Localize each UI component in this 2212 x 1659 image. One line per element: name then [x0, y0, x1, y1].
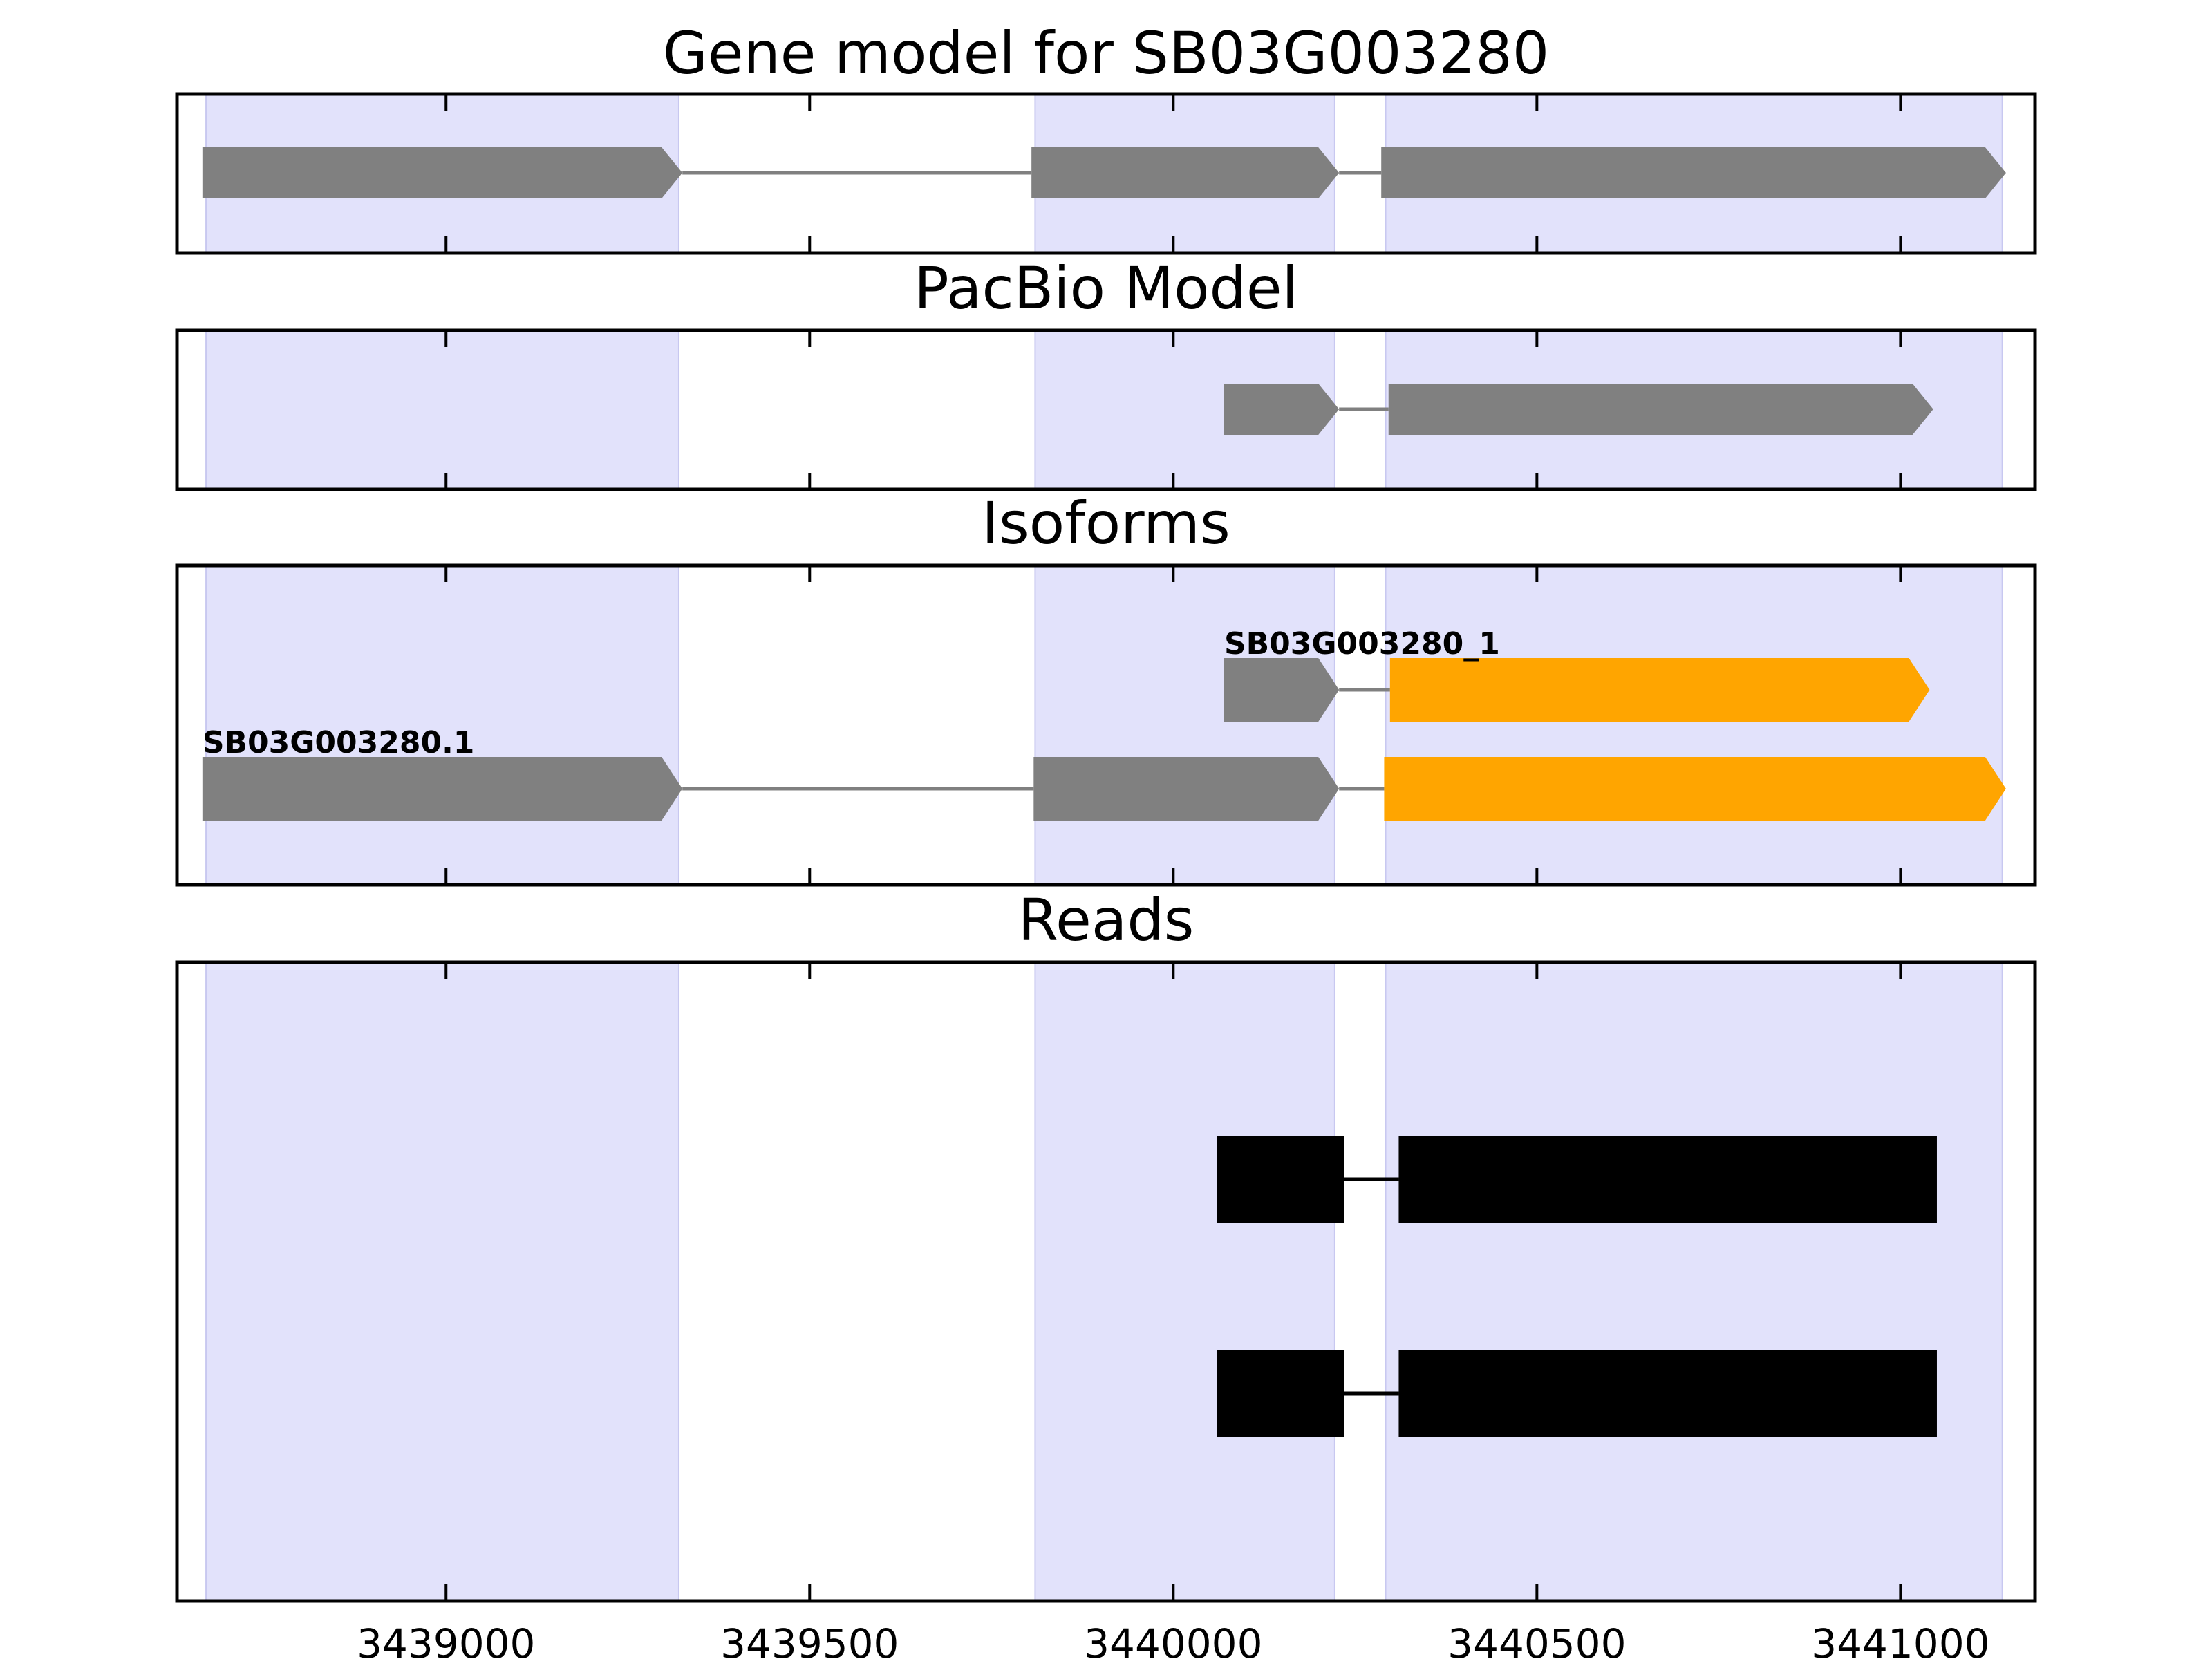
- isoform-label-2: SB03G003280.1: [203, 725, 475, 760]
- isoforms-panel: SB03G003280_1 SB03G003280.1: [175, 563, 2037, 887]
- isoform-1-exon-2: [1389, 658, 1930, 722]
- isoform-2-exon-2: [1033, 757, 1340, 821]
- model-1-exon-2: [1031, 147, 1340, 198]
- pacbio-model-panel: [175, 328, 2037, 491]
- gene-model-panel: [175, 92, 2037, 255]
- exon-band-1: [205, 565, 679, 885]
- panel-title-isoforms: Isoforms: [982, 489, 1230, 557]
- read-2-exon-1: [1217, 1350, 1344, 1437]
- x-tick-label-3439500: 3439500: [720, 1620, 899, 1659]
- reads-panel: [175, 960, 2037, 1603]
- exon-band-2: [1034, 565, 1335, 885]
- x-tick-label-3441000: 3441000: [1811, 1620, 1989, 1659]
- isoform-1-exon-1: [1224, 658, 1340, 722]
- x-tick-label-3439000: 3439000: [357, 1620, 535, 1659]
- panel-title-pacbio-model: PacBio Model: [914, 254, 1298, 322]
- x-axis-tick-labels: 3439000 3439500 3440000 3440500 3441000: [357, 1620, 1989, 1659]
- panel-frame: [175, 92, 2037, 255]
- model-1-exon-3: [1381, 147, 2006, 198]
- model-1-exon-1: [202, 147, 683, 198]
- read-2-exon-2: [1398, 1350, 1937, 1437]
- exon-band-2: [1034, 962, 1335, 1602]
- read-1-exon-2: [1398, 1136, 1937, 1223]
- exon-band-3: [1385, 962, 2003, 1602]
- panel-frame: [175, 328, 2037, 491]
- x-tick-label-3440000: 3440000: [1084, 1620, 1262, 1659]
- exon-band-1: [205, 962, 679, 1602]
- panel-frame: [175, 563, 2037, 887]
- model-1-exon-1: [1224, 384, 1340, 435]
- isoform-2-exon-1: [202, 757, 683, 821]
- x-tick-label-3440500: 3440500: [1447, 1620, 1626, 1659]
- panel-frame: [175, 960, 2037, 1603]
- isoform-2-exon-3: [1384, 757, 2006, 821]
- panel-title-reads: Reads: [1018, 886, 1194, 954]
- read-1-exon-1: [1217, 1136, 1344, 1223]
- exon-band-3: [1385, 565, 2003, 885]
- model-1-exon-2: [1388, 384, 1933, 435]
- isoform-label-1: SB03G003280_1: [1224, 626, 1500, 662]
- exon-band-1: [205, 330, 679, 490]
- panel-title-gene-model: Gene model for SB03G003280: [663, 19, 1549, 87]
